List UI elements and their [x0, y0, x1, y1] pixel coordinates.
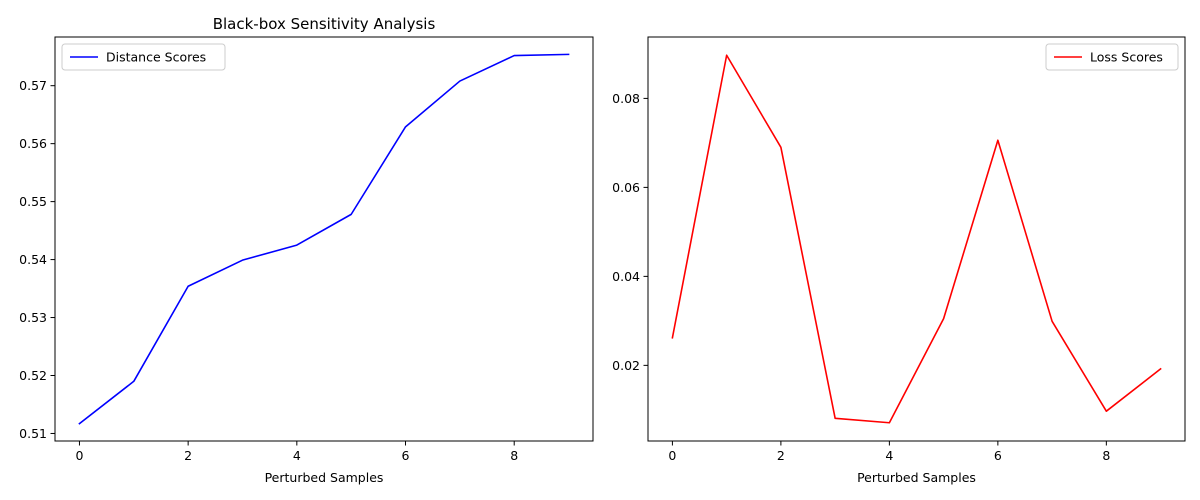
- y-tick-label: 0.53: [19, 310, 47, 325]
- x-tick-label: 8: [510, 448, 518, 463]
- x-tick-label: 4: [885, 448, 893, 463]
- x-tick-label: 2: [184, 448, 192, 463]
- y-tick-label: 0.54: [19, 252, 47, 267]
- x-tick-label: 0: [668, 448, 676, 463]
- distance-chart: 0 2 4 6 8 0.51 0.52 0.53 0.54 0.55 0.56 0.57 Black-b…: [19, 15, 594, 485]
- y-tick-label: 0.52: [19, 368, 47, 383]
- x-tick-label: 6: [402, 448, 410, 463]
- y-tick-label: 0.08: [612, 91, 640, 106]
- x-tick-label: 4: [293, 448, 301, 463]
- x-tick-label: 8: [1102, 448, 1110, 463]
- series-line-distance-scores: [78, 53, 570, 425]
- x-tick-label: 6: [994, 448, 1002, 463]
- legend-label: Loss Scores: [1090, 50, 1163, 65]
- legend-box: [61, 43, 226, 71]
- plot-frame: [54, 36, 594, 442]
- x-tick-label: 2: [777, 448, 785, 463]
- y-tick-label: 0.06: [612, 180, 640, 195]
- y-tick-label: 0.55: [19, 194, 47, 209]
- series-line-loss-scores: [671, 54, 1162, 424]
- chart-title: Black-box Sensitivity Analysis: [213, 15, 436, 33]
- y-tick-label: 0.02: [612, 358, 640, 373]
- legend: Distance Scores: [61, 43, 226, 71]
- legend: Loss Scores: [1045, 43, 1179, 71]
- legend-label: Distance Scores: [106, 50, 206, 65]
- y-tick-label: 0.51: [19, 426, 47, 441]
- x-tick-label: 0: [75, 448, 83, 463]
- y-tick-label: 0.57: [19, 78, 47, 93]
- x-axis-label: Perturbed Samples: [265, 470, 384, 485]
- y-tick-label: 0.04: [612, 269, 640, 284]
- plot-frame: [647, 36, 1186, 442]
- legend-box: [1045, 43, 1179, 71]
- x-axis-label: Perturbed Samples: [857, 470, 976, 485]
- loss-chart: 0 2 4 6 8 0.02 0.04 0.06 0.08 Perturbed Samples Lo…: [612, 36, 1186, 485]
- y-tick-label: 0.56: [19, 136, 47, 151]
